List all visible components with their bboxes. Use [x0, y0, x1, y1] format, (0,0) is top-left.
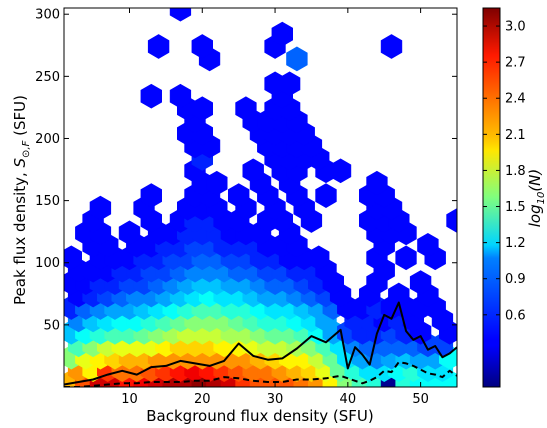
hex-cell: [366, 170, 388, 196]
x-tick-label: 20: [194, 392, 211, 407]
hex-cell: [271, 21, 294, 47]
x-axis-label: Background flux density (SFU): [146, 407, 373, 425]
x-axis-ticks: 10 20 30 40 50: [121, 8, 429, 407]
colorbar-tick-label: 2.7: [505, 56, 526, 71]
y-tick-label: 250: [35, 70, 60, 85]
colorbar: 0.6 0.9 1.2 1.5 1.8 2.1 2.4 2.7 3.0: [482, 7, 526, 388]
hex-cell: [140, 83, 162, 109]
y-tick-label: 300: [35, 8, 60, 23]
hex-cell: [388, 282, 410, 308]
series-lines: [64, 301, 457, 387]
hex-cell: [235, 96, 257, 122]
colorbar-tick-label: 1.5: [505, 200, 526, 215]
hex-cell: [191, 34, 213, 59]
hex-cell: [286, 46, 308, 72]
hex-cell: [409, 270, 432, 295]
hex-cell: [380, 34, 403, 59]
plot-frame: [63, 7, 458, 388]
colorbar-ticks: 0.6 0.9 1.2 1.5 1.8 2.1 2.4 2.7 3.0: [483, 20, 526, 323]
hex-cell: [191, 96, 213, 122]
hex-cell: [147, 34, 170, 59]
colorbar-tick-label: 2.1: [505, 128, 526, 143]
series-line-dashed: [64, 361, 457, 387]
y-tick-label: 200: [35, 132, 60, 147]
hex-cell: [118, 220, 141, 246]
colorbar-tick-label: 3.0: [505, 20, 526, 35]
hex-cell: [446, 208, 457, 233]
hex-cell: [242, 158, 264, 184]
x-tick-label: 30: [267, 392, 284, 407]
colorbar-tick-label: 0.6: [505, 308, 526, 323]
x-tick-label: 50: [412, 392, 429, 407]
hex-cell: [417, 232, 439, 258]
hex-cell: [315, 183, 337, 208]
hex-cell: [228, 183, 250, 208]
hex-cell: [89, 195, 112, 221]
colorbar-tick-label: 1.2: [505, 236, 526, 251]
hexbin-cells: [64, 8, 457, 387]
y-tick-label: 50: [43, 318, 60, 333]
hex-cell: [169, 83, 192, 109]
colorbar-tick-label: 0.9: [505, 272, 526, 287]
hex-cell: [329, 158, 352, 184]
hex-cell: [169, 8, 192, 22]
y-axis-label: Peak flux density, S⊙,F (SFU): [11, 95, 32, 305]
hex-cell: [307, 245, 330, 271]
x-tick-label: 10: [121, 392, 138, 407]
hex-cell: [278, 71, 301, 97]
hex-cell: [140, 183, 162, 208]
x-tick-label: 40: [340, 392, 357, 407]
hex-cell: [395, 245, 417, 271]
hex-cell: [64, 245, 82, 271]
colorbar-tick-label: 1.8: [505, 164, 526, 179]
colorbar-tick-label: 2.4: [505, 92, 526, 107]
series-line-solid: [64, 301, 457, 386]
colorbar-gradient: [482, 7, 501, 388]
hex-cell: [206, 170, 228, 196]
y-axis-ticks: 50 100 150 200 250 300: [35, 8, 457, 333]
colorbar-label: log10(N): [526, 169, 547, 228]
y-tick-label: 150: [35, 194, 60, 209]
y-tick-label: 100: [35, 256, 60, 271]
